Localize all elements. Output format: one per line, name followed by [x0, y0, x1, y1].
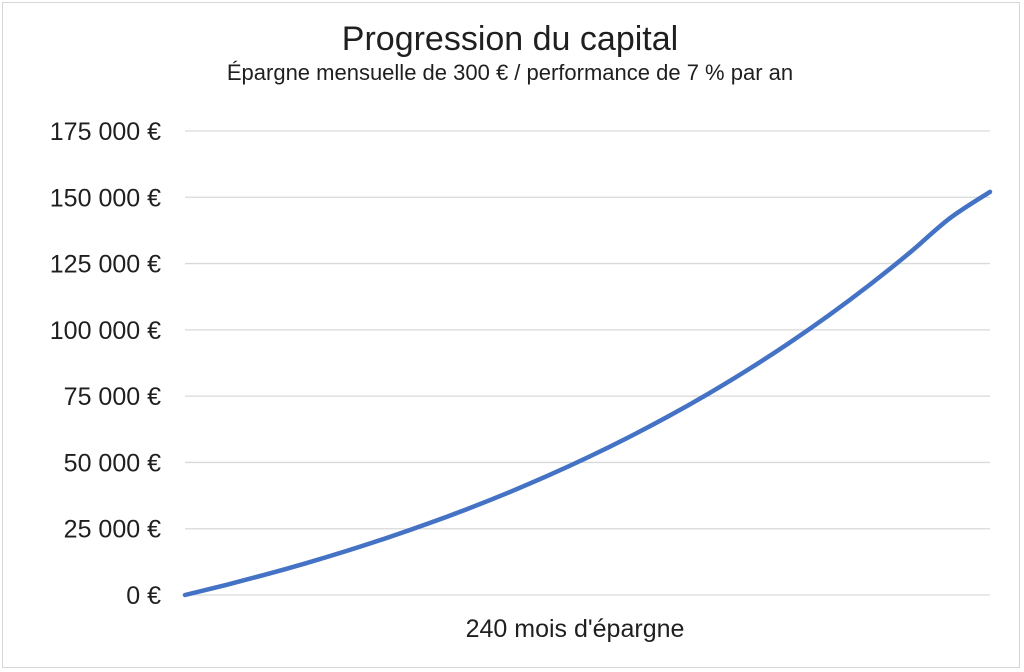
- y-tick-label: 100 000 €: [50, 317, 161, 345]
- y-tick-label: 125 000 €: [50, 251, 161, 279]
- x-axis-label: 240 mois d'épargne: [466, 615, 685, 643]
- series-group: [182, 189, 993, 598]
- y-tick-label: 25 000 €: [64, 516, 161, 544]
- y-tick-label: 150 000 €: [50, 184, 161, 212]
- y-tick-label: 175 000 €: [50, 118, 161, 146]
- y-tick-label: 0 €: [126, 582, 161, 610]
- y-tick-label: 50 000 €: [64, 449, 161, 477]
- chart-subtitle: Épargne mensuelle de 300 € / performance…: [227, 60, 793, 85]
- y-axis-tick-labels: 0 € 25 000 € 50 000 € 75 000 € 100 000 € 125 …: [50, 118, 161, 610]
- chart-title: Progression du capital: [342, 20, 678, 58]
- gridlines: [185, 130, 990, 596]
- series-line: [182, 189, 993, 598]
- y-tick-label: 75 000 €: [64, 383, 161, 411]
